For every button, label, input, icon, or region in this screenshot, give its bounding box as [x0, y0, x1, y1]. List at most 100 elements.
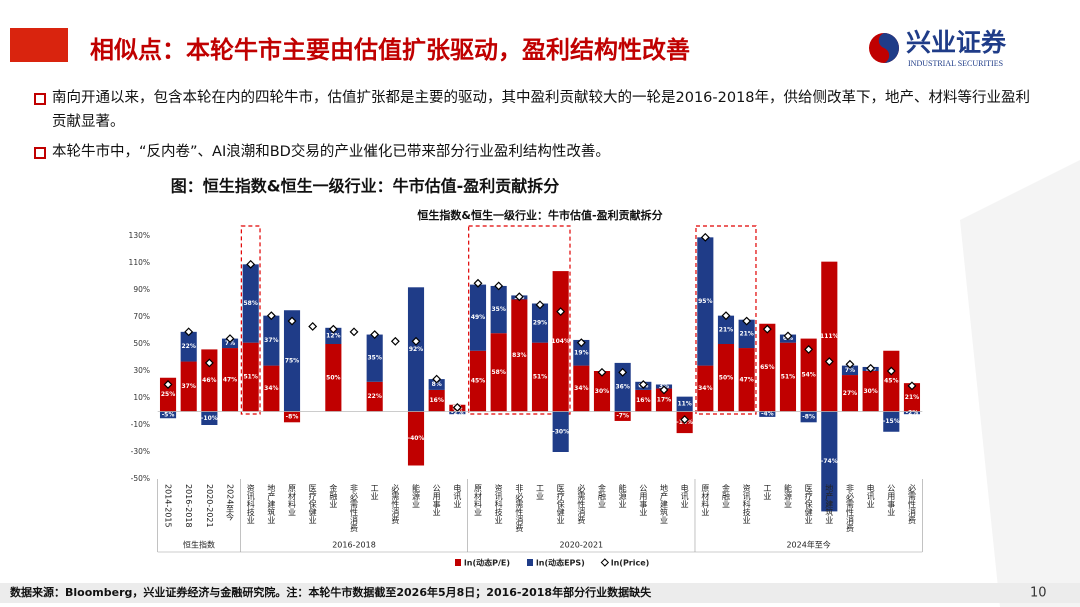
bullet: 南向开通以来，包含本轮在内的四轮牛市，估值扩张都是主要的驱动，其中盈利贡献较大的… — [34, 86, 1042, 134]
data-label: 34% — [574, 385, 588, 392]
x-tick-label: 电讯业 — [866, 483, 875, 508]
bar — [614, 411, 631, 421]
data-label: 19% — [574, 349, 588, 356]
data-label: 75% — [285, 357, 299, 364]
x-tick-label: 金融业 — [329, 483, 338, 508]
x-tick-label: 电讯业 — [453, 483, 462, 508]
bar — [593, 371, 611, 412]
price-marker — [659, 385, 669, 395]
bar — [573, 339, 590, 366]
highlight-box — [695, 225, 757, 415]
data-label: -30% — [552, 428, 569, 435]
data-label: 36% — [615, 384, 629, 391]
data-label: 104% — [551, 338, 570, 345]
bar — [242, 342, 259, 412]
bar — [180, 361, 197, 412]
data-label: 45% — [884, 378, 898, 385]
footer-source: 数据来源：Bloomberg，兴业证券经济与金融研究院。注：本轮牛市数据截至20… — [10, 585, 652, 599]
data-label: 58% — [244, 300, 258, 307]
price-marker — [204, 358, 214, 368]
legend-label: ln(Price) — [611, 559, 649, 568]
page-number: 10 — [1030, 586, 1047, 601]
price-marker — [246, 259, 256, 269]
price-marker — [762, 324, 772, 334]
data-label: 65% — [760, 364, 774, 371]
bar — [531, 342, 549, 412]
x-tick-label: 2014-2015 — [164, 484, 173, 528]
x-tick-label: 公用事业 — [639, 484, 648, 516]
x-tick-label: 必需性消费 — [577, 483, 586, 525]
bar — [903, 411, 921, 415]
bar — [800, 411, 817, 423]
footer-bar — [0, 583, 1080, 603]
bar — [759, 411, 776, 417]
x-tick-label: 2020-2021 — [205, 484, 214, 528]
data-label: 34% — [698, 385, 712, 392]
data-label: 25% — [161, 391, 175, 398]
bar — [676, 396, 693, 412]
bar — [221, 338, 239, 349]
data-label: -74% — [821, 458, 838, 465]
price-marker — [494, 281, 504, 291]
data-label: 16% — [429, 397, 443, 404]
data-label: 50% — [326, 374, 340, 381]
bar — [159, 411, 177, 419]
data-label: 37% — [264, 337, 278, 344]
price-marker — [328, 324, 338, 334]
data-label: 8% — [432, 381, 442, 388]
bar — [883, 350, 900, 412]
bar — [841, 375, 859, 412]
data-label: 37% — [182, 383, 196, 390]
bar — [738, 348, 755, 412]
price-marker — [225, 334, 235, 344]
price-marker — [886, 366, 896, 376]
price-marker — [411, 336, 421, 346]
data-label: -15% — [883, 418, 900, 425]
legend-swatch — [455, 559, 461, 566]
bar — [697, 237, 714, 366]
bar — [841, 365, 859, 376]
data-label: 16% — [636, 397, 650, 404]
group-label: 2016-2018 — [332, 541, 376, 550]
bar — [407, 287, 425, 412]
group-label: 2020-2021 — [560, 541, 604, 550]
data-label: 47% — [739, 376, 753, 383]
legend-swatch — [527, 559, 533, 566]
data-label: 50% — [719, 374, 733, 381]
price-marker — [866, 363, 876, 373]
x-tick-label: 非必需性消费 — [350, 483, 359, 533]
logo-en: INDUSTRIAL SECURITIES — [908, 59, 1003, 68]
bar — [201, 411, 218, 425]
y-tick-label: -50% — [131, 474, 150, 483]
x-tick-label: 金融业 — [721, 483, 730, 508]
price-marker — [618, 367, 628, 377]
price-marker — [742, 316, 752, 326]
data-label: 83% — [512, 352, 526, 359]
x-tick-label: 工业 — [763, 484, 772, 500]
data-label: 22% — [182, 343, 196, 350]
chart-title: 恒生指数&恒生一级行业：牛市估值-盈利贡献拆分 — [417, 208, 662, 222]
bar — [180, 331, 197, 362]
bar — [407, 411, 425, 466]
data-label: 35% — [367, 355, 381, 362]
bar — [903, 383, 921, 412]
x-tick-label: 公用事业 — [432, 484, 441, 516]
legend-swatch — [600, 558, 610, 567]
bar — [469, 350, 487, 412]
data-label: 51% — [781, 374, 795, 381]
price-marker — [308, 322, 318, 331]
x-tick-label: 2016-2018 — [184, 484, 193, 528]
x-tick-label: 资讯科技业 — [494, 483, 503, 524]
bar — [366, 334, 383, 382]
x-tick-label: 地产建筑业 — [267, 483, 276, 524]
y-tick-label: 130% — [129, 231, 150, 240]
x-tick-label: 原材料业 — [701, 484, 710, 516]
data-label: 47% — [223, 376, 237, 383]
y-tick-label: 90% — [133, 285, 150, 294]
data-label: 11% — [677, 401, 691, 408]
bar — [159, 377, 177, 412]
x-tick-label: 金融业 — [597, 483, 606, 508]
price-marker — [390, 336, 400, 346]
data-label: 51% — [244, 374, 258, 381]
